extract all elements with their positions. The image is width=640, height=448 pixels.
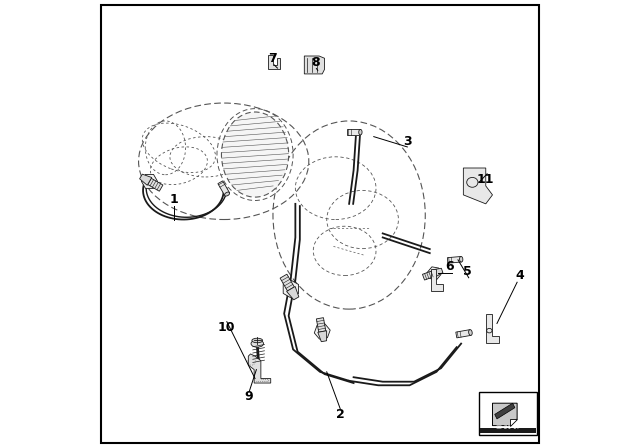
Text: 7: 7 <box>269 52 277 65</box>
Polygon shape <box>283 280 299 298</box>
Text: 11: 11 <box>477 172 495 186</box>
Polygon shape <box>314 324 330 339</box>
Polygon shape <box>463 168 493 204</box>
Text: 2: 2 <box>336 408 344 421</box>
Polygon shape <box>269 55 280 69</box>
Bar <box>479 392 538 435</box>
Ellipse shape <box>221 112 289 197</box>
Text: 10: 10 <box>217 320 235 334</box>
Text: 9: 9 <box>244 390 253 403</box>
Polygon shape <box>495 403 515 419</box>
Polygon shape <box>141 174 157 189</box>
Polygon shape <box>433 268 443 277</box>
Polygon shape <box>287 287 299 300</box>
Polygon shape <box>148 178 163 191</box>
Polygon shape <box>486 314 499 343</box>
Polygon shape <box>140 174 152 185</box>
Text: 3: 3 <box>403 134 412 148</box>
Polygon shape <box>347 129 360 135</box>
Text: 5: 5 <box>463 264 472 278</box>
Text: 6: 6 <box>445 260 454 273</box>
Polygon shape <box>422 271 435 280</box>
Ellipse shape <box>460 257 463 262</box>
Text: 4: 4 <box>515 269 524 282</box>
Polygon shape <box>447 257 461 263</box>
Polygon shape <box>493 403 517 426</box>
Bar <box>481 428 536 433</box>
Text: 00-21-17: 00-21-17 <box>495 425 521 431</box>
Polygon shape <box>511 419 517 426</box>
Polygon shape <box>305 56 324 74</box>
Polygon shape <box>248 354 271 383</box>
Polygon shape <box>218 181 230 195</box>
Text: 8: 8 <box>311 56 320 69</box>
Polygon shape <box>318 331 326 342</box>
Ellipse shape <box>468 330 472 336</box>
Polygon shape <box>456 330 471 338</box>
Polygon shape <box>316 318 326 332</box>
Ellipse shape <box>359 129 362 135</box>
Text: 1: 1 <box>170 193 179 206</box>
Polygon shape <box>428 267 441 280</box>
Polygon shape <box>280 274 294 291</box>
Ellipse shape <box>251 340 264 347</box>
Polygon shape <box>431 269 443 291</box>
Ellipse shape <box>252 338 262 343</box>
Ellipse shape <box>225 192 230 196</box>
